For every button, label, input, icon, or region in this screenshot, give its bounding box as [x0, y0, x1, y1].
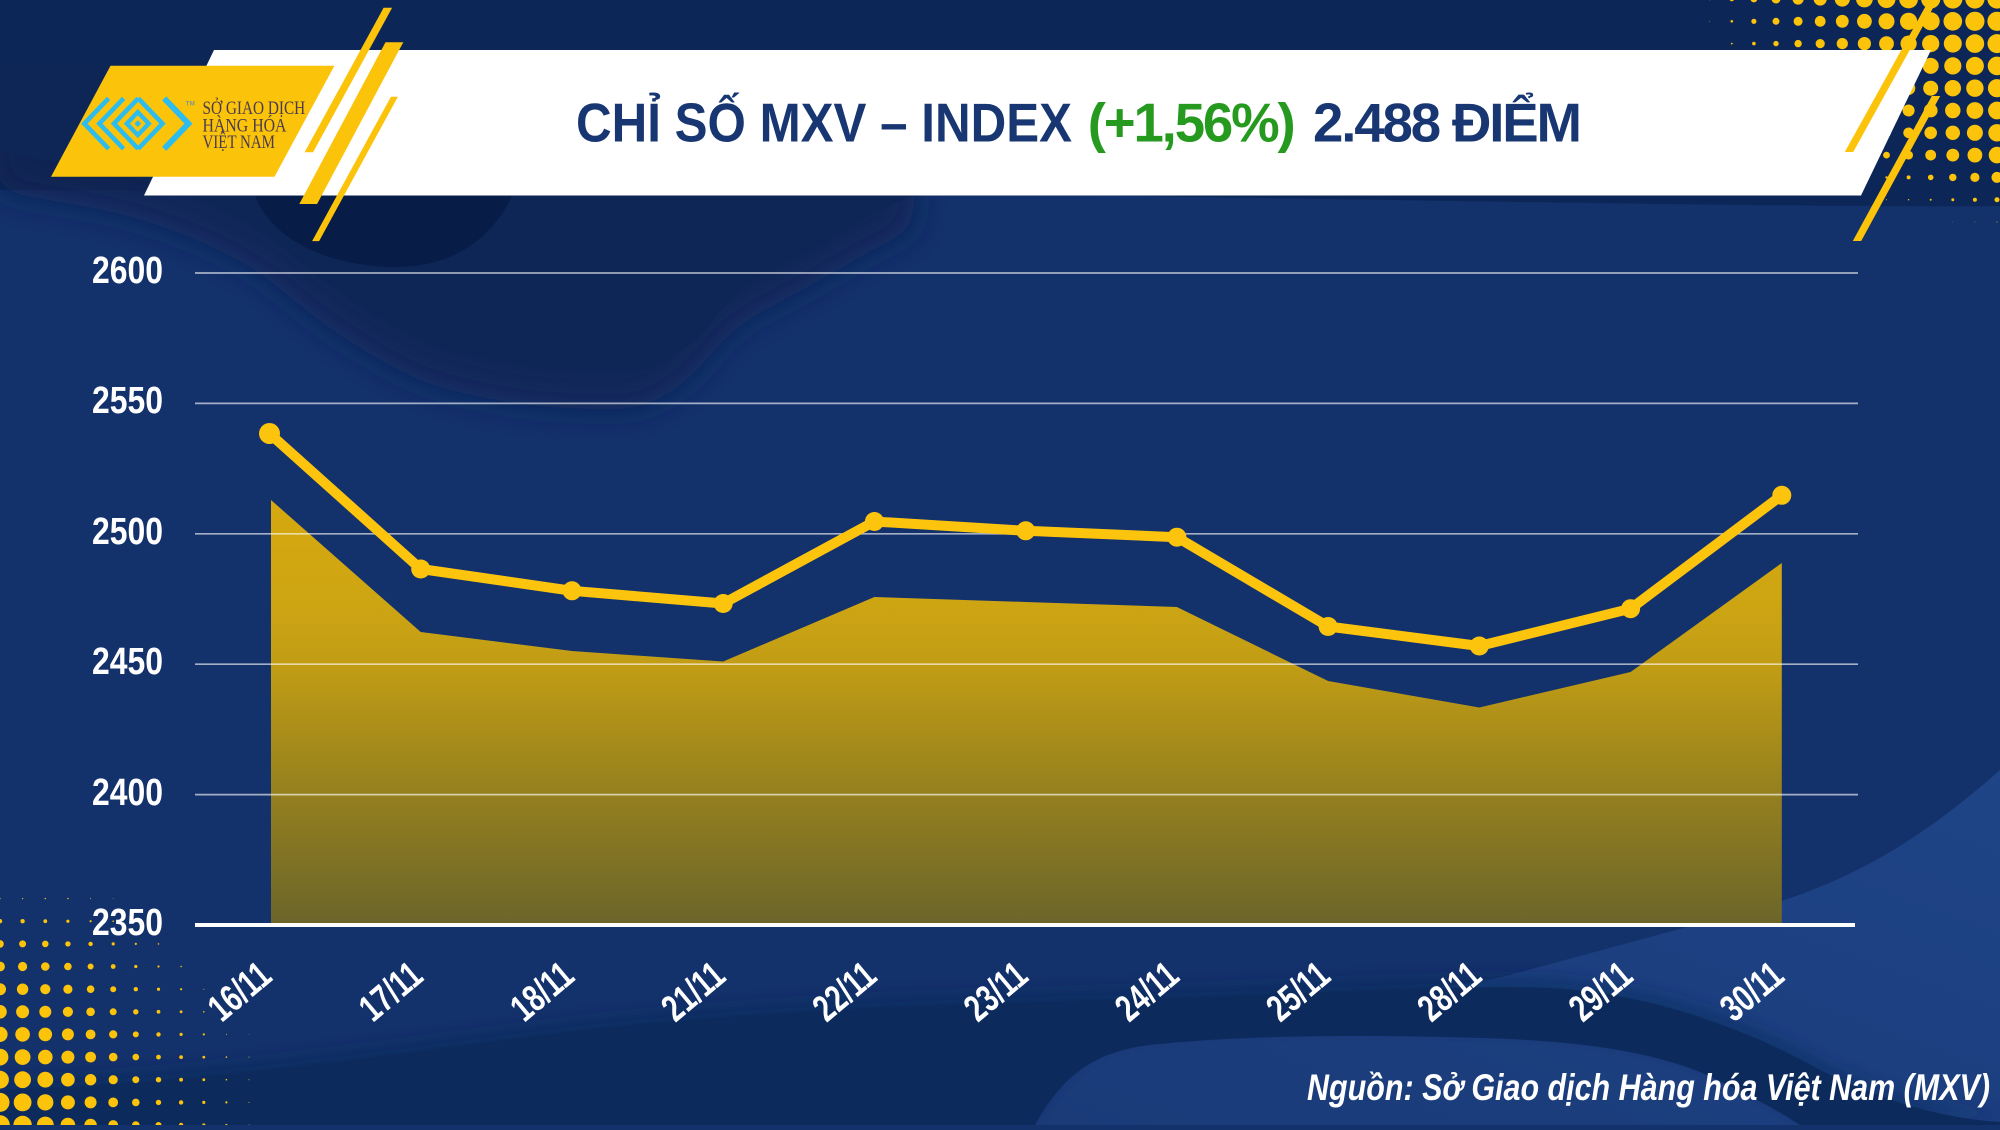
svg-text:2350: 2350 [92, 902, 163, 944]
svg-text:(+1,56%): (+1,56%) [1088, 92, 1296, 153]
svg-text:2.488 ĐIỂM: 2.488 ĐIỂM [1313, 91, 1582, 153]
svg-text:Nguồn: Sở Giao dịch Hàng hóa V: Nguồn: Sở Giao dịch Hàng hóa Việt Nam (M… [1307, 1066, 1990, 1108]
svg-text:VIỆT NAM: VIỆT NAM [203, 131, 276, 153]
svg-text:2500: 2500 [92, 511, 163, 553]
svg-text:TM: TM [186, 101, 195, 108]
svg-text:2600: 2600 [92, 250, 163, 292]
svg-text:2450: 2450 [92, 641, 163, 683]
svg-text:CHỈ SỐ MXV – INDEX: CHỈ SỐ MXV – INDEX [576, 91, 1072, 153]
svg-text:2400: 2400 [92, 772, 163, 814]
svg-text:2550: 2550 [92, 380, 163, 422]
